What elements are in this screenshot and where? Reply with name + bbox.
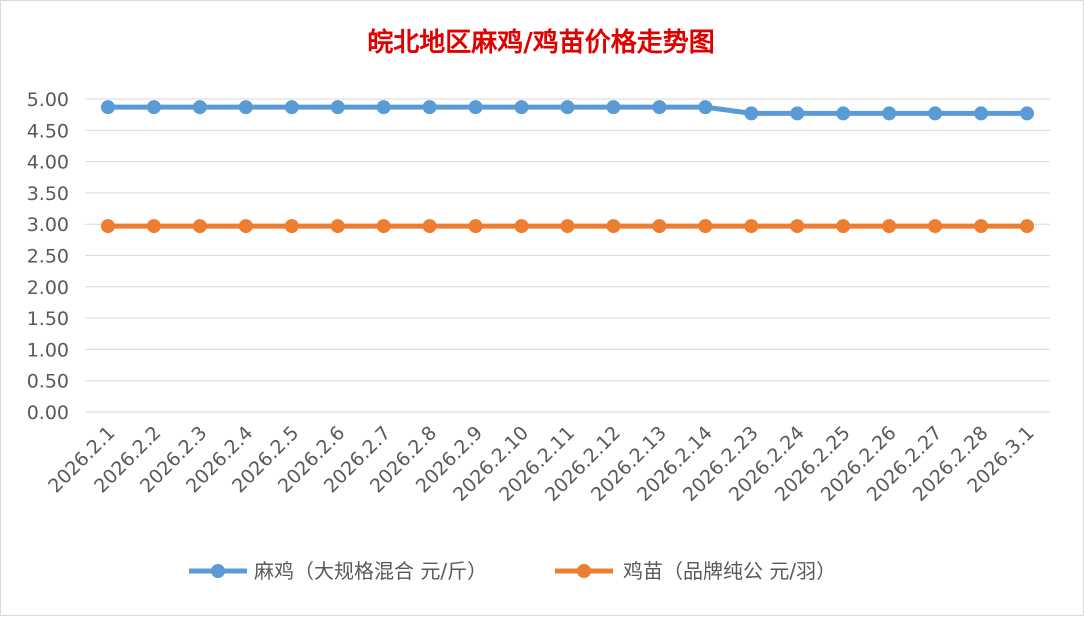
data-point [100,219,115,234]
legend: 麻鸡（大规格混合 元/斤） 鸡苗（品牌纯公 元/羽） [189,559,836,583]
data-point [192,100,207,115]
y-tick-label: 1.50 [27,308,69,330]
data-point [698,100,713,115]
data-point [146,219,161,234]
y-tick-label: 2.50 [27,246,69,268]
data-point [744,106,759,121]
y-tick-label: 4.50 [27,120,69,142]
data-point [422,219,437,234]
data-point [1020,219,1035,234]
data-point [330,100,345,115]
y-tick-label: 4.00 [27,152,69,174]
series-layer [100,100,1035,234]
data-point [606,100,621,115]
y-tick-label: 3.00 [27,214,69,236]
legend-marker [577,564,591,578]
series-2 [100,219,1035,234]
data-point [376,219,391,234]
data-point [284,219,299,234]
data-point [882,219,897,234]
data-point [928,219,943,234]
data-point [790,106,805,121]
data-point [882,106,897,121]
series-1 [100,100,1035,121]
data-point [560,219,575,234]
legend-marker [211,564,225,578]
data-point [790,219,805,234]
data-point [238,100,253,115]
y-tick-label: 0.00 [27,402,69,424]
data-point [836,219,851,234]
data-point [284,100,299,115]
data-point [836,106,851,121]
data-point [330,219,345,234]
data-point [468,219,483,234]
legend-item: 麻鸡（大规格混合 元/斤） [189,559,487,583]
data-point [514,219,529,234]
data-point [514,100,529,115]
data-point [652,219,667,234]
data-point [560,100,575,115]
data-point [606,219,621,234]
grid [85,98,1050,413]
data-point [468,100,483,115]
data-point [100,100,115,115]
data-point [652,100,667,115]
data-point [974,219,989,234]
y-tick-label: 3.50 [27,183,69,205]
chart-title: 皖北地区麻鸡/鸡苗价格走势图 [367,27,715,58]
data-point [376,100,391,115]
legend-label: 麻鸡（大规格混合 元/斤） [254,559,487,583]
data-point [1020,106,1035,121]
data-point [974,106,989,121]
data-point [192,219,207,234]
data-point [698,219,713,234]
y-axis: 0.00 0.50 1.00 1.50 2.00 2.50 3.00 3.50 4.00 4.50… [27,89,69,424]
legend-label: 鸡苗（品牌纯公 元/羽） [623,559,836,583]
data-point [744,219,759,234]
legend-item: 鸡苗（品牌纯公 元/羽） [555,559,836,583]
y-tick-label: 1.00 [27,339,69,361]
y-tick-label: 0.50 [27,371,69,393]
data-point [146,100,161,115]
y-tick-label: 5.00 [27,89,69,111]
data-point [422,100,437,115]
x-axis: 2026.2.12026.2.22026.2.32026.2.42026.2.5… [44,422,1038,506]
data-point [238,219,253,234]
data-point [928,106,943,121]
y-tick-label: 2.00 [27,277,69,299]
